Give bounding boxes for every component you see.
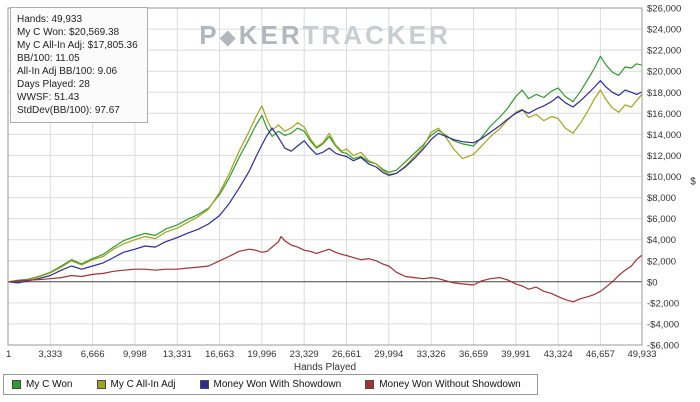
stat-line: My C Won: $20,569.38 <box>17 27 120 38</box>
stat-line: StdDev(BB/100): 97.67 <box>17 105 120 116</box>
stat-line: Days Played: 28 <box>17 79 90 90</box>
chart-legend: My C Won My C All-In Adj Money Won With Sh… <box>3 374 538 395</box>
plot-border <box>7 7 643 346</box>
y-tick-label: $22,000 <box>647 46 681 57</box>
legend-label: My C Won <box>26 379 73 390</box>
y-tick-label: $10,000 <box>647 172 681 183</box>
x-tick-label: 36,659 <box>459 349 488 360</box>
x-tick-label: 43,324 <box>544 349 573 360</box>
y-tick-label: $12,000 <box>647 151 681 162</box>
y-tick-label: $6,000 <box>647 214 676 225</box>
stat-line: My C All-In Adj: $17,805.36 <box>17 40 138 51</box>
y-tick-label: $2,000 <box>647 256 676 267</box>
legend-label: Money Won With Showdown <box>213 379 342 390</box>
x-tick-label: 46,657 <box>586 349 615 360</box>
stat-line: All-In Adj BB/100: 9.06 <box>17 66 118 77</box>
stat-line: Hands: 49,933 <box>17 14 83 25</box>
legend-item-money-won-with-showdown: Money Won With Showdown <box>199 379 342 390</box>
stat-line: BB/100: 11.05 <box>17 53 80 64</box>
x-tick-label: 33,326 <box>417 349 446 360</box>
x-tick-label: 16,663 <box>205 349 234 360</box>
y-tick-label: $20,000 <box>647 67 681 78</box>
legend-label: Money Won Without Showdown <box>379 379 521 390</box>
y-tick-label: -$2,000 <box>647 298 679 309</box>
session-stats-box: Hands: 49,933 My C Won: $20,569.38 My C Al… <box>10 7 148 123</box>
legend-label: My C All-In Adj <box>110 379 176 390</box>
y-tick-label: $0 <box>647 277 658 288</box>
y-tick-label: $26,000 <box>647 4 681 15</box>
x-tick-label: 49,933 <box>627 349 656 360</box>
y-tick-label: -$6,000 <box>647 341 679 352</box>
x-tick-label: 26,661 <box>332 349 361 360</box>
legend-item-money-won-without-showdown: Money Won Without Showdown <box>365 379 521 390</box>
legend-swatch <box>199 380 209 389</box>
x-tick-label: 23,329 <box>290 349 319 360</box>
x-tick-label: 3,333 <box>38 349 62 360</box>
x-tick-label: 29,994 <box>374 349 403 360</box>
y-tick-label: $24,000 <box>647 25 681 36</box>
x-tick-label: 1 <box>6 349 11 360</box>
x-axis-title: Hands Played <box>294 362 356 373</box>
legend-swatch <box>96 380 106 389</box>
y-axis-title: $ <box>690 177 696 188</box>
x-tick-label: 9,998 <box>123 349 147 360</box>
x-tick-label: 39,991 <box>501 349 530 360</box>
series-my-c-all-in-adj <box>7 89 643 283</box>
x-tick-label: 19,996 <box>247 349 276 360</box>
stat-line: WWSF: 51.43 <box>17 92 80 103</box>
x-tick-label: 6,666 <box>81 349 105 360</box>
legend-swatch <box>12 380 21 389</box>
legend-item-my-c-all-in-adj: My C All-In Adj <box>96 379 176 390</box>
y-tick-label: $14,000 <box>647 130 681 141</box>
y-tick-label: $4,000 <box>647 235 676 246</box>
y-tick-label: -$4,000 <box>647 319 679 330</box>
y-tick-label: $18,000 <box>647 88 681 99</box>
series-money-won-without-showdown <box>7 235 643 303</box>
legend-item-my-c-won: My C Won <box>12 379 73 390</box>
legend-swatch <box>365 380 375 389</box>
y-tick-label: $16,000 <box>647 109 681 120</box>
y-tick-label: $8,000 <box>647 193 676 204</box>
series-money-won-with-showdown <box>7 80 643 284</box>
series-my-c-won <box>7 55 643 283</box>
x-tick-label: 13,331 <box>163 349 192 360</box>
